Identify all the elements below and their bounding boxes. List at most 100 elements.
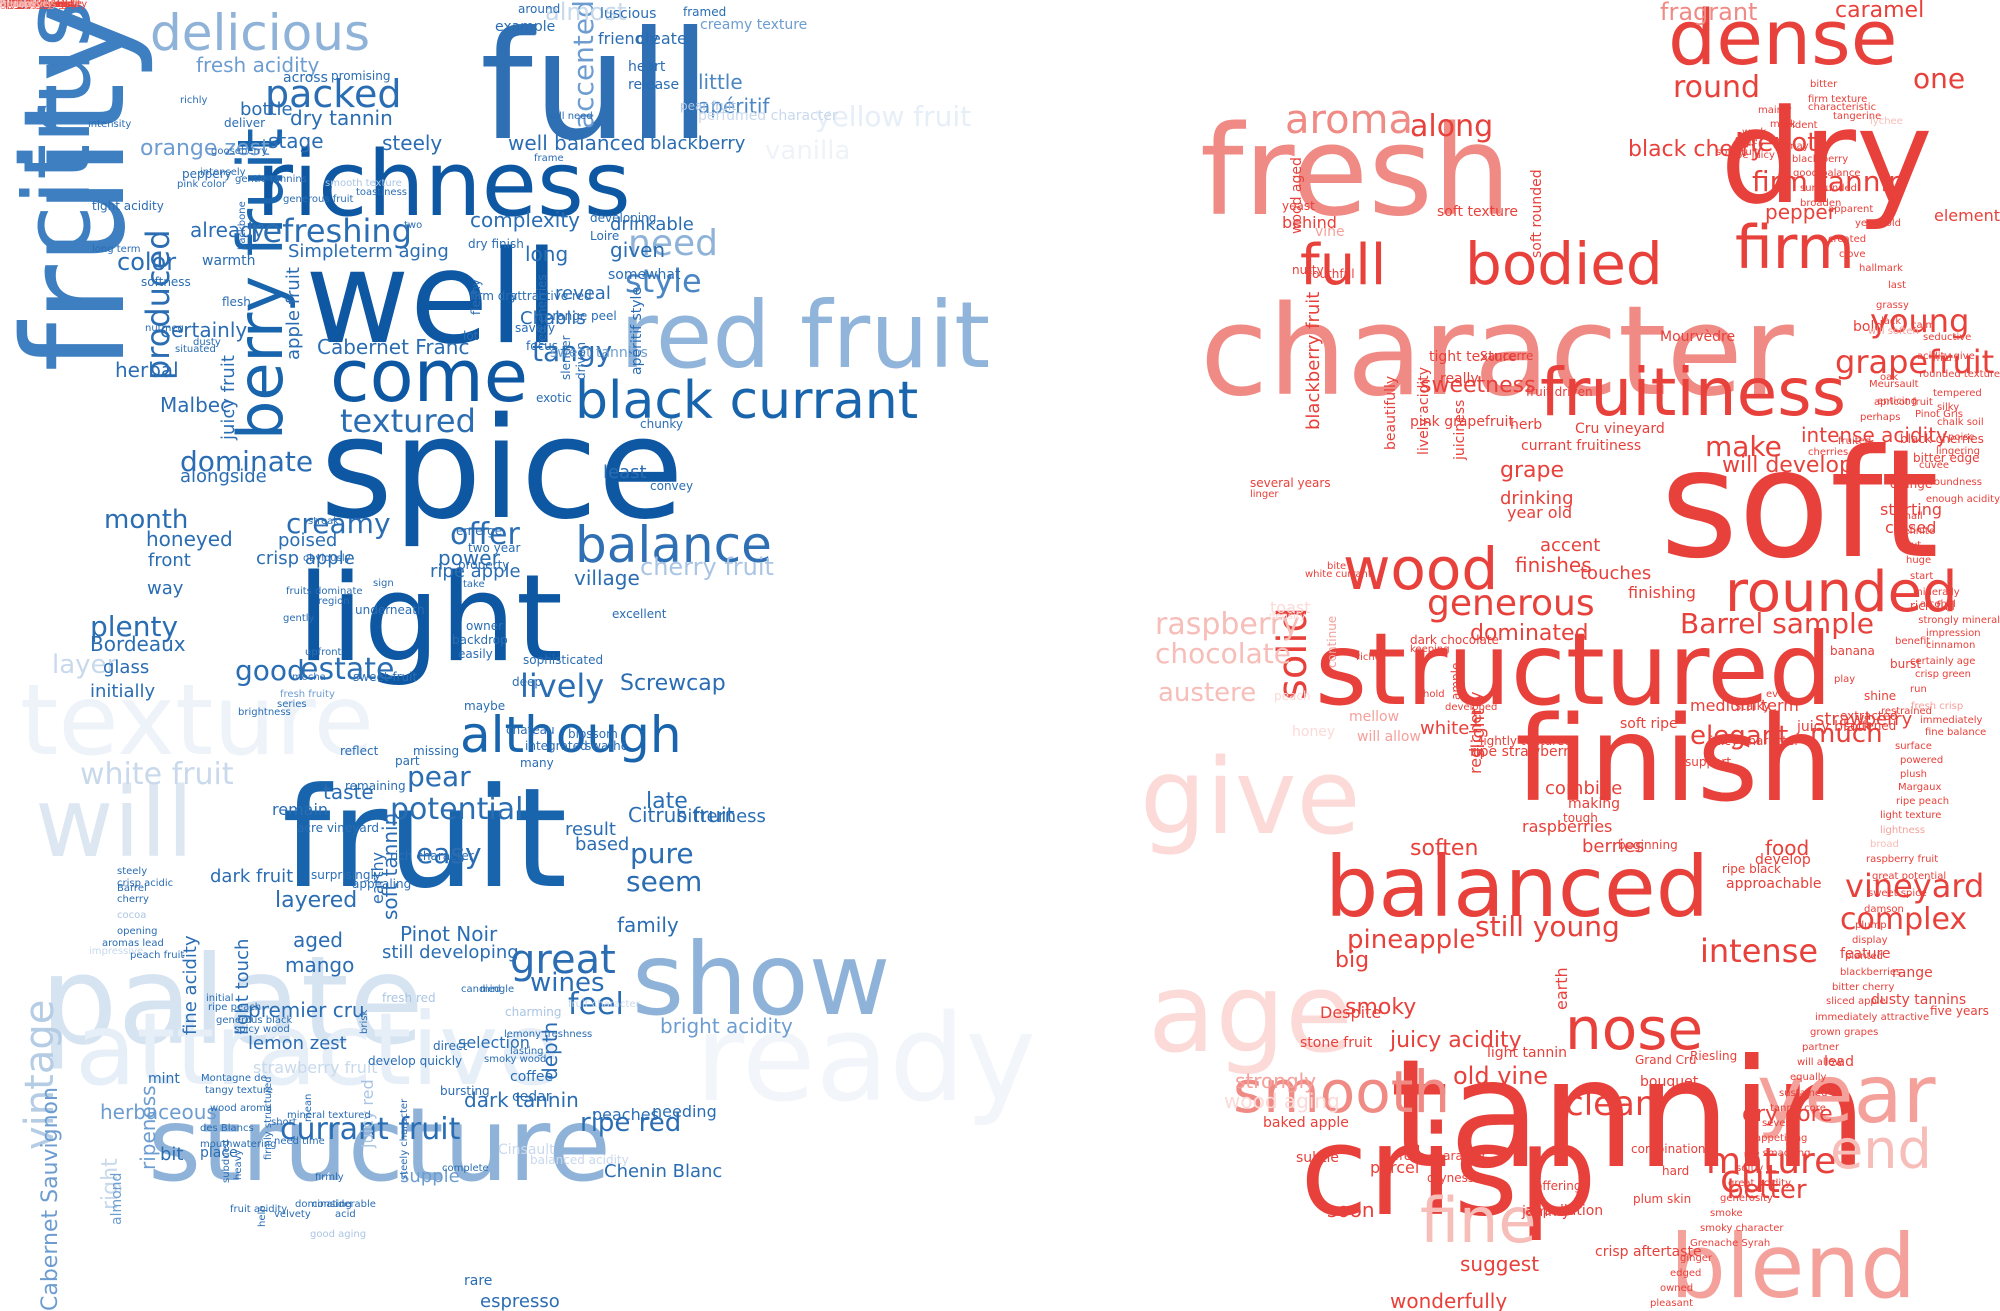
left-word-211: underneath: [355, 603, 425, 617]
right-word-111: berries: [1582, 836, 1645, 857]
right-word-76: currant fruitiness: [1521, 438, 1642, 454]
right-word-25: Barrel sample: [1680, 607, 1874, 640]
right-word-93: juiciness: [1452, 399, 1468, 460]
left-word-18: although: [460, 706, 682, 764]
right-word-70: element: [1934, 206, 2000, 225]
right-word-266: appetizing: [1755, 1133, 1808, 1144]
left-word-95: village: [574, 566, 640, 590]
left-word-244: steely character: [399, 1098, 410, 1180]
left-word-207: emerge: [456, 524, 503, 538]
right-word-298: good potential: [0, 0, 73, 10]
left-word-86: given: [610, 238, 666, 262]
right-word-80: pink grapefruit: [1410, 414, 1514, 430]
right-word-275: edged: [1670, 1268, 1702, 1279]
left-word-58: well balanced: [508, 131, 646, 155]
right-word-160: support: [1685, 755, 1732, 769]
right-word-232: impression: [1926, 628, 1981, 639]
right-word-92: lively acidity: [1416, 366, 1432, 455]
left-word-65: yellow fruit: [815, 100, 972, 133]
right-word-214: mid: [1933, 353, 1952, 364]
left-word-152: promising: [331, 69, 391, 83]
left-word-51: layer: [52, 650, 118, 680]
left-word-171: take: [463, 579, 485, 590]
right-word-253: display: [1852, 935, 1888, 946]
right-word-28: intense: [1700, 932, 1819, 970]
right-word-107: combine: [1545, 778, 1623, 799]
left-word-195: red cherries: [535, 274, 549, 346]
right-word-279: long aging: [0, 0, 53, 10]
left-word-285: body: [0, 0, 25, 10]
left-word-101: Citrus fruit: [628, 803, 735, 827]
right-word-79: really: [1440, 371, 1479, 387]
left-word-25: great: [510, 937, 616, 983]
right-word-72: Mourvèdre: [1660, 329, 1736, 345]
left-word-98: Screwcap: [620, 671, 726, 696]
left-word-130: needing: [652, 1102, 717, 1121]
right-word-2: character: [1200, 280, 1794, 424]
right-word-239: fine balance: [1925, 727, 1987, 738]
left-word-164: dusty: [193, 337, 221, 348]
right-word-230: alcohol: [1920, 599, 1956, 610]
right-word-222: roundness: [1930, 477, 1982, 488]
right-word-181: fruited: [1838, 436, 1872, 447]
right-word-10: age: [1148, 949, 1353, 1077]
right-word-287: even better: [0, 0, 59, 10]
right-word-64: drinking: [1500, 488, 1574, 509]
left-word-81: crisp apple: [256, 548, 355, 569]
right-word-125: light tannin: [1487, 1045, 1568, 1061]
left-word-210: excellent: [612, 607, 667, 621]
right-word-168: play: [1834, 674, 1856, 685]
left-word-249: velvety: [274, 1209, 311, 1220]
left-word-185: intensity: [88, 119, 132, 130]
right-word-31: clean: [1565, 1084, 1657, 1124]
right-word-16: bodied: [1465, 230, 1663, 298]
right-word-87: yeast: [1282, 199, 1315, 213]
right-word-18: wood: [1343, 535, 1499, 603]
right-word-231: strongly mineral: [1918, 615, 2000, 626]
left-word-235: mingle: [480, 984, 515, 995]
right-word-153: mellow: [1349, 709, 1400, 725]
left-word-23: refreshing: [250, 212, 412, 250]
right-word-46: fragrant: [1660, 0, 1758, 26]
right-word-26: generous: [1427, 583, 1595, 624]
right-word-256: bitter cherry: [1832, 982, 1895, 993]
left-word-262: des Blancs: [200, 1123, 254, 1134]
right-word-292: fresher: [0, 0, 36, 10]
right-word-241: powered: [1900, 755, 1944, 766]
left-word-157: intensely: [200, 167, 246, 178]
right-word-20: nose: [1565, 995, 1704, 1063]
right-word-312: fresh citrus: [0, 0, 57, 10]
right-word-243: Margaux: [1898, 782, 1942, 793]
left-word-68: apéritif: [698, 94, 770, 118]
left-word-102: result: [565, 819, 616, 840]
left-word-265: fruit acidity: [230, 1204, 288, 1215]
left-word-46: aged: [293, 928, 343, 952]
right-word-41: make: [1705, 430, 1782, 463]
right-word-314: attractive: [0, 0, 49, 10]
right-word-3: fresh: [1200, 100, 1512, 244]
right-word-53: juicy acidity: [1390, 1028, 1522, 1053]
left-word-62: orange zest: [140, 136, 270, 161]
right-word-29: complex: [1840, 902, 1968, 937]
left-word-264: spicy wood: [234, 1024, 290, 1035]
right-word-96: several years: [1250, 476, 1331, 490]
right-word-142: soon: [1327, 1198, 1375, 1222]
left-word-253: need time: [274, 1136, 325, 1147]
left-word-238: lasting: [510, 1046, 544, 1057]
right-word-310: fruit flavored: [0, 0, 65, 10]
left-word-221: many: [520, 756, 554, 770]
left-word-154: gooseberry: [211, 146, 268, 157]
left-word-4: richness: [256, 132, 631, 237]
right-word-134: jammy: [1522, 1204, 1571, 1220]
right-word-123: Grand Cru: [1635, 1053, 1697, 1067]
right-word-240: surface: [1895, 741, 1932, 752]
left-word-117: selection: [458, 1033, 530, 1052]
right-word-179: oak: [1880, 372, 1899, 383]
right-word-234: certainly age: [1910, 656, 1976, 667]
right-word-270: generosity: [1720, 1193, 1773, 1204]
right-word-170: restrained: [1881, 706, 1933, 717]
left-word-169: region: [318, 596, 350, 607]
right-word-260: partner: [1802, 1042, 1840, 1053]
right-word-7: structured: [1315, 611, 1833, 728]
right-word-144: wood aging: [1224, 1089, 1340, 1113]
